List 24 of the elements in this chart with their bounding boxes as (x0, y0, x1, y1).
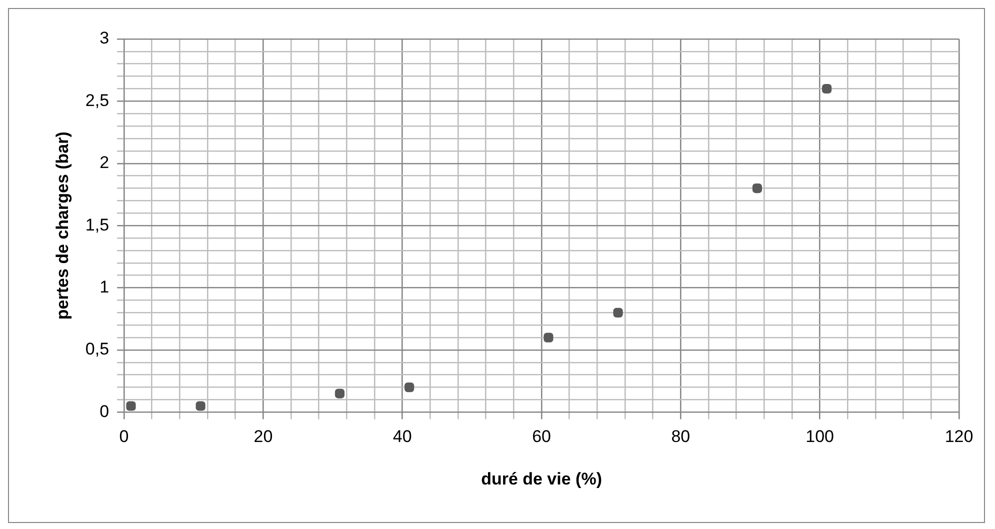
x-tick-label: 40 (392, 427, 412, 446)
x-tick-label: 60 (532, 427, 551, 446)
y-tick-label: 3 (100, 28, 110, 48)
point (752, 183, 762, 194)
x-tick-label: 80 (671, 427, 690, 446)
point (822, 84, 832, 94)
y-tick-label: 0 (100, 402, 110, 421)
x-tick-label: 120 (944, 427, 974, 446)
point (613, 308, 623, 318)
y-tick-label: 0,5 (85, 340, 110, 359)
y-tick-label: 2 (100, 153, 110, 172)
x-tick-label: 0 (119, 427, 129, 446)
x-tick-label: 20 (254, 427, 273, 446)
x-axis-title: duré de vie (%) (481, 469, 602, 488)
y-tick-label: 1,5 (85, 215, 110, 234)
point (334, 388, 345, 398)
point (544, 332, 554, 342)
y-tick-label: 2,5 (85, 90, 110, 110)
point (126, 401, 136, 411)
point (196, 401, 206, 411)
point (404, 382, 414, 392)
y-tick-label: 1 (100, 277, 110, 296)
x-tick-label: 100 (806, 427, 834, 446)
y-axis-title: pertes de charges (bar) (52, 132, 72, 320)
